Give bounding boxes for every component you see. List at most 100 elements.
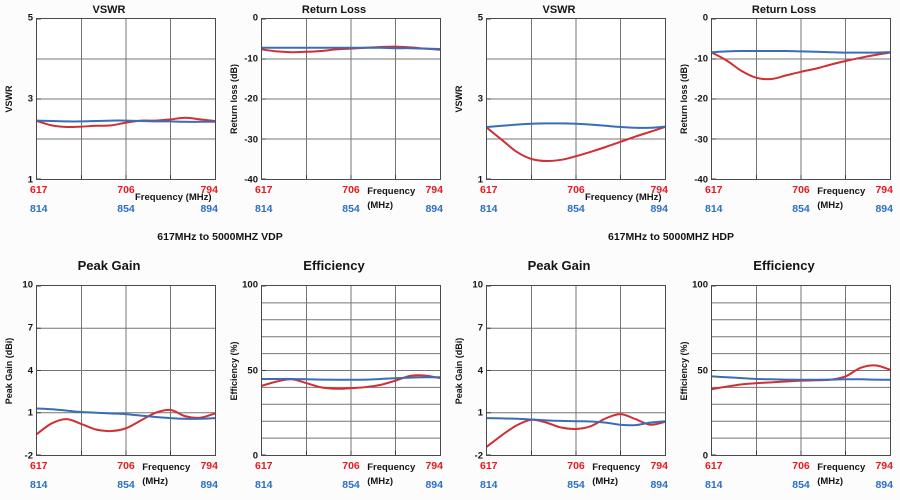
- series-line-red: [37, 410, 215, 434]
- chart-efficiency-vdp: Efficiency Efficiency (%) 100 50 0 617 706 7…: [225, 248, 450, 500]
- plot-svg: [37, 19, 215, 179]
- x-tick-label-low-band: 706: [567, 184, 585, 196]
- x-tick-label-high-band: 814: [30, 203, 48, 215]
- chart-body: Peak Gain (dBi) 10 7 4 1 -2: [2, 280, 216, 460]
- x-axis-title-line: (MHz): [817, 200, 844, 212]
- y-tick-labels: 10 7 4 1 -2: [15, 280, 36, 460]
- x-ticks-low-band: 617 706 794: [480, 184, 668, 196]
- x-ticks-low-band: 617 706 794: [705, 460, 893, 472]
- x-axis-title: Frequency (MHz): [817, 185, 865, 214]
- x-tick-label-low-band: 706: [792, 460, 810, 472]
- series-line-red: [487, 414, 665, 446]
- chart-body: Return loss (dB) 0 -10 -20 -30 -40: [227, 13, 441, 184]
- y-tick-label: 50: [697, 364, 708, 376]
- x-ticks-low-band: 617 706 794: [480, 460, 668, 472]
- chart-title: VSWR: [542, 4, 576, 16]
- plot-area: [711, 18, 891, 180]
- x-axis-title-line: Frequency: [367, 462, 416, 473]
- chart-body: Peak Gain (dBi) 10 7 4 1 -2: [452, 280, 666, 460]
- plot-svg: [262, 286, 440, 455]
- x-axis-labels: 617 706 794 814 854 894 Frequency (MHz): [705, 180, 893, 224]
- plot-area: [486, 285, 666, 456]
- x-tick-label-low-band: 794: [425, 184, 443, 196]
- y-axis-label: Peak Gain (dBi): [453, 337, 464, 404]
- y-tick-label: 1: [477, 174, 483, 186]
- x-tick-label-low-band: 706: [117, 184, 135, 196]
- x-tick-label-high-band: 894: [425, 203, 443, 215]
- x-axis-labels: 617 706 794 814 854 894 Frequency (MHz): [705, 456, 893, 500]
- x-axis-title-line: (MHz): [817, 476, 844, 488]
- x-axis-title-line: (MHz): [367, 200, 394, 212]
- chart-title: Return Loss: [301, 4, 367, 16]
- x-tick-label-low-band: 617: [30, 460, 48, 472]
- y-tick-label: -20: [244, 93, 258, 105]
- chart-title: Efficiency: [753, 258, 815, 273]
- x-ticks-low-band: 617 706 794: [30, 460, 218, 472]
- y-axis-label: Return loss (dB): [228, 63, 239, 135]
- x-tick-label-high-band: 854: [792, 203, 810, 215]
- bottom-chart-row: Peak Gain Peak Gain (dBi) 10 7 4 1 -2 617 706…: [0, 248, 900, 500]
- x-tick-label-low-band: 706: [342, 460, 360, 472]
- chart-peak-gain-vdp: Peak Gain Peak Gain (dBi) 10 7 4 1 -2 617 706…: [0, 248, 225, 500]
- y-tick-label: 50: [247, 364, 258, 376]
- x-tick-label-high-band: 894: [200, 479, 218, 491]
- y-tick-label: 4: [477, 364, 483, 376]
- y-axis-label: Return loss (dB): [678, 63, 689, 135]
- x-axis-title-line: Frequency: [817, 186, 866, 197]
- y-tick-label: -2: [24, 450, 33, 462]
- y-tick-labels: 5 3 1: [15, 13, 36, 184]
- x-tick-label-high-band: 894: [650, 479, 668, 491]
- x-ticks-high-band: 814 854 894: [705, 203, 893, 215]
- series-line-blue: [37, 121, 215, 122]
- plot-svg: [487, 19, 665, 179]
- chart-title: Efficiency: [303, 258, 365, 273]
- y-tick-label: 7: [27, 322, 33, 333]
- x-axis-title-line: (MHz): [367, 476, 394, 488]
- y-axis-label: Efficiency (%): [678, 340, 689, 401]
- plot-svg: [37, 286, 215, 455]
- x-tick-label-high-band: 814: [255, 203, 273, 215]
- x-tick-label-high-band: 894: [875, 479, 893, 491]
- x-tick-label-low-band: 706: [567, 460, 585, 472]
- x-axis-title-line: Frequency: [592, 462, 641, 473]
- plot-area: [486, 18, 666, 180]
- x-axis-title-line: Frequency (MHz): [585, 192, 662, 203]
- x-tick-label-low-band: 706: [792, 184, 810, 196]
- chart-title: Return Loss: [751, 4, 817, 16]
- x-ticks-high-band: 814 854 894: [480, 479, 668, 491]
- y-tick-labels: 5 3 1: [465, 13, 486, 184]
- x-axis-title-line: Frequency: [817, 462, 866, 473]
- y-axis-label: VSWR: [3, 85, 14, 113]
- plot-area: [36, 285, 216, 456]
- chart-body: Efficiency (%) 100 50 0: [227, 280, 441, 460]
- x-tick-label-high-band: 854: [117, 203, 135, 215]
- x-tick-label-low-band: 617: [255, 460, 273, 472]
- chart-body: VSWR 5 3 1: [2, 13, 216, 184]
- x-ticks-high-band: 814 854 894: [30, 203, 218, 215]
- y-tick-label: -20: [694, 93, 708, 105]
- y-tick-label: 5: [477, 12, 483, 24]
- x-tick-label-high-band: 854: [342, 203, 360, 215]
- x-axis-title: Frequency (MHz): [367, 185, 415, 214]
- chart-title: VSWR: [92, 4, 126, 16]
- y-axis-label: Efficiency (%): [228, 340, 239, 401]
- x-axis-title-line: Frequency: [142, 462, 191, 473]
- chart-vswr-hdp: VSWR VSWR 5 3 1 617 706 794 814 854 894 Freque…: [450, 0, 675, 224]
- x-tick-label-high-band: 814: [255, 479, 273, 491]
- x-tick-label-high-band: 854: [342, 479, 360, 491]
- x-axis-labels: 617 706 794 814 854 894 Frequency (MHz): [30, 456, 218, 500]
- y-tick-label: -40: [244, 174, 258, 186]
- series-line-red: [712, 53, 890, 80]
- x-ticks-high-band: 814 854 894: [30, 479, 218, 491]
- y-tick-labels: 100 50 0: [240, 280, 261, 460]
- y-tick-label: 5: [27, 12, 33, 24]
- x-tick-label-high-band: 854: [567, 203, 585, 215]
- y-tick-label: 0: [252, 12, 258, 24]
- series-line-red: [487, 127, 665, 161]
- x-axis-title-line: Frequency (MHz): [135, 192, 212, 203]
- series-line-blue: [37, 409, 215, 419]
- y-tick-labels: 100 50 0: [690, 280, 711, 460]
- y-tick-label: -10: [244, 52, 258, 64]
- y-tick-label: 3: [477, 93, 483, 105]
- x-axis-title: Frequency (MHz): [585, 191, 662, 205]
